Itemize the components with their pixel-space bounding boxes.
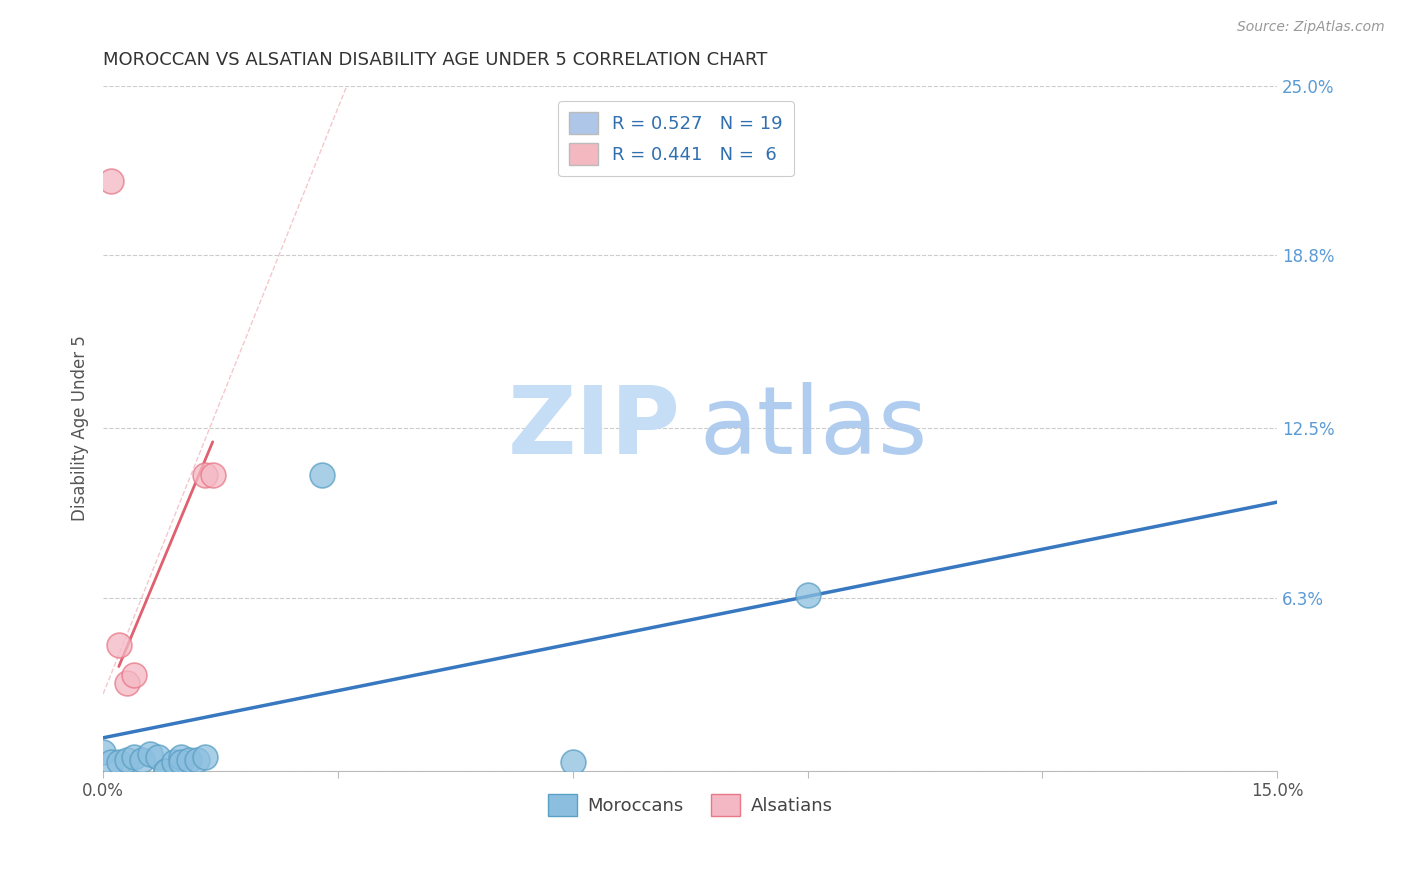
Point [201, 467, 224, 482]
Y-axis label: Disability Age Under 5: Disability Age Under 5 [72, 335, 89, 521]
Point [194, 467, 217, 482]
Point [115, 753, 138, 767]
Point [311, 467, 333, 482]
Text: ZIP: ZIP [508, 382, 681, 475]
Point [107, 638, 129, 652]
Point [155, 764, 177, 778]
Point [131, 753, 153, 767]
Point [146, 750, 169, 764]
Point [107, 756, 129, 770]
Point [186, 753, 208, 767]
Point [124, 667, 146, 681]
Point [796, 588, 818, 602]
Point [115, 676, 138, 690]
Point [91, 744, 114, 758]
Point [100, 174, 122, 188]
Point [155, 764, 177, 778]
Point [179, 753, 201, 767]
Point [170, 750, 193, 764]
Point [124, 750, 146, 764]
Legend: Moroccans, Alsatians: Moroccans, Alsatians [540, 787, 839, 823]
Point [162, 756, 184, 770]
Point [139, 747, 162, 762]
Text: Source: ZipAtlas.com: Source: ZipAtlas.com [1237, 20, 1385, 34]
Point [100, 756, 122, 770]
Text: MOROCCAN VS ALSATIAN DISABILITY AGE UNDER 5 CORRELATION CHART: MOROCCAN VS ALSATIAN DISABILITY AGE UNDE… [103, 51, 768, 69]
Point [170, 756, 193, 770]
Point [194, 750, 217, 764]
Point [561, 756, 583, 770]
Text: atlas: atlas [700, 382, 928, 475]
